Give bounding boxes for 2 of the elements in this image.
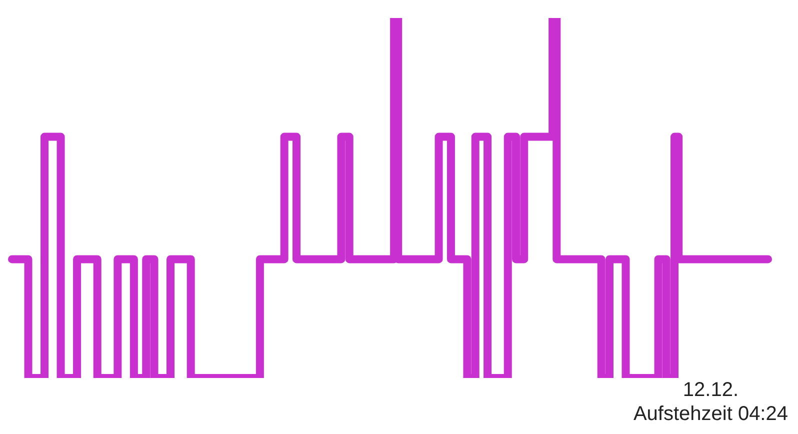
text: Aufstehzeit 04:24 [633,402,788,426]
text: 12.12. [682,378,740,402]
